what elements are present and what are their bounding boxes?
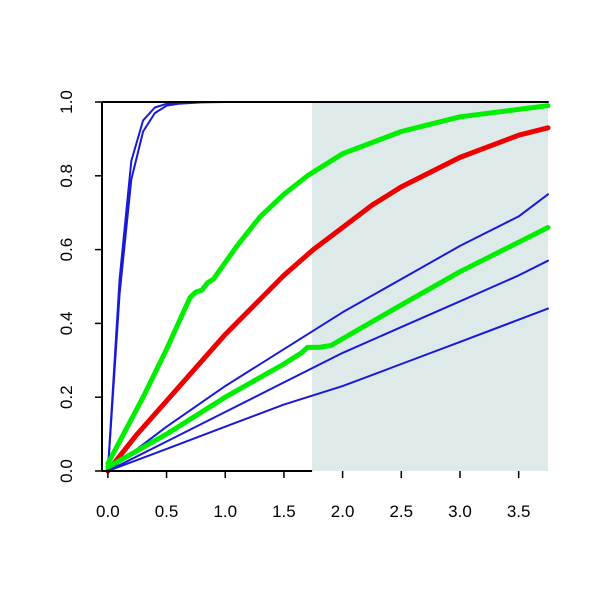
y-tick-label: 0.8	[57, 164, 76, 188]
y-tick-label: 0.2	[57, 385, 76, 409]
series-line-4	[105, 125, 551, 474]
y-tick-label: 1.0	[57, 90, 76, 114]
series-layer	[105, 101, 551, 474]
series-line-3	[105, 103, 551, 467]
x-tick-label: 2.0	[331, 502, 355, 521]
x-tick-label: 1.5	[272, 502, 296, 521]
series-line-5	[106, 193, 549, 472]
x-tick-label: 3.5	[507, 502, 531, 521]
y-tick-label: 0.4	[57, 312, 76, 336]
y-tick-label: 0.6	[57, 238, 76, 262]
series-line-6	[105, 225, 551, 470]
x-tick-label: 0.5	[155, 502, 179, 521]
y-tick-label: 0.0	[57, 459, 76, 483]
x-tick-label: 0.0	[96, 502, 120, 521]
x-tick-label: 1.0	[213, 502, 237, 521]
series-line-8	[106, 307, 549, 472]
x-tick-label: 2.5	[389, 502, 413, 521]
axes-layer: 0.0 0.5 1.0 1.5 2.0 2.5 3.0 3.5 0.0 0.2 0.4 0.6 0.8 1…	[57, 90, 548, 521]
series-line-7	[106, 259, 549, 472]
x-tick-label: 3.0	[448, 502, 472, 521]
